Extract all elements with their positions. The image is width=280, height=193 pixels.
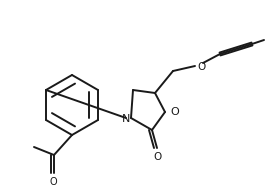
Text: O: O: [154, 152, 162, 162]
Text: N: N: [122, 114, 130, 124]
Text: O: O: [49, 177, 57, 187]
Text: O: O: [197, 62, 205, 72]
Text: O: O: [170, 107, 179, 117]
